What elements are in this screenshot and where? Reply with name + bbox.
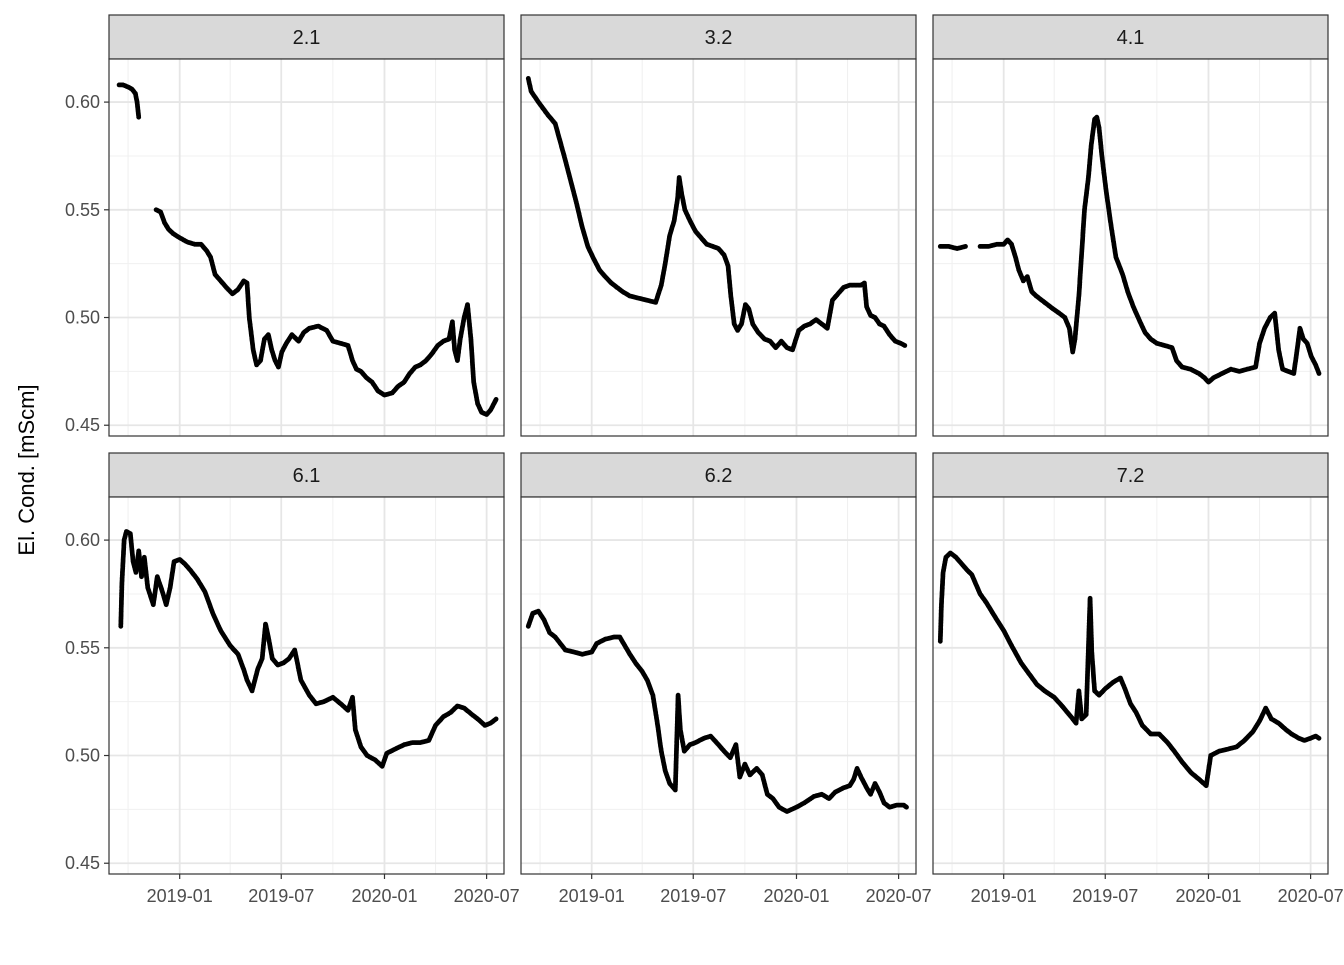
facet-strip-label: 4.1 [1117,27,1145,49]
data-points [937,550,1322,789]
y-tick-label: 0.45 [65,415,100,435]
y-tick-label: 0.50 [65,746,100,766]
y-tick-label: 0.55 [65,638,100,658]
x-tick-label: 2020-07 [866,886,932,906]
panel-background [109,59,504,436]
x-tick-label: 2020-01 [1175,886,1241,906]
facet-strip [520,14,917,60]
panel-border [108,496,505,875]
facet-strip-label: 2.1 [293,27,321,49]
data-point [902,343,908,348]
data-point [904,804,909,810]
facet-strip-label: 7.2 [1117,465,1145,487]
panel-4-1: 4.1 [932,14,1329,437]
panel-6-1: 6.1 0.45 0.50 0.55 0.60 2019-01 2019-07 2020-01… [65,452,520,906]
data-point [963,244,968,249]
facet-strip-label: 6.2 [705,465,733,487]
data-point [1316,371,1322,376]
data-point [136,114,142,120]
data-points [525,608,909,814]
panel-background [933,497,1328,874]
y-tick-label: 0.60 [65,530,100,550]
facet-strip [108,14,505,60]
x-tick-label: 2019-01 [147,886,213,906]
data-points [118,529,499,769]
panel-border [932,58,1329,437]
facet-strip-label: 3.2 [705,27,733,49]
facet-strip [932,452,1329,498]
y-tick-label: 0.60 [65,92,100,112]
x-tick-label: 2020-07 [1278,886,1344,906]
x-tick-label: 2019-01 [559,886,625,906]
x-tick-label: 2019-07 [1072,886,1138,906]
y-axis-title: El. Cond. [mScm] [14,384,39,555]
x-tick-label: 2020-07 [454,886,520,906]
x-tick-label: 2019-07 [248,886,314,906]
facet-strip-label: 6.1 [293,465,321,487]
facet-strip [520,452,917,498]
panel-border [932,496,1329,875]
data-point [1316,735,1322,741]
x-tick-label: 2019-01 [971,886,1037,906]
y-tick-label: 0.55 [65,200,100,220]
panel-3-2: 3.2 [520,14,917,437]
panel-border [520,496,917,875]
panel-background [933,59,1328,436]
panel-border [108,58,505,437]
y-tick-label: 0.45 [65,853,100,873]
data-point [493,397,499,402]
data-points [937,114,1322,385]
x-tick-label: 2020-01 [351,886,417,906]
x-tick-label: 2020-01 [763,886,829,906]
panel-2-1: 2.1 0.45 0.50 0.55 0.60 [65,14,505,437]
panel-border [520,58,917,437]
panel-background [521,497,916,874]
data-points [116,82,499,417]
data-points [525,76,908,353]
y-tick-label: 0.50 [65,308,100,328]
panel-6-2: 6.2 2019-01 2019-07 2020-01 2020-07 [520,452,932,906]
panel-7-2: 7.2 2019-01 2019-07 2020-01 2020-07 [932,452,1344,906]
data-point [493,716,499,722]
x-tick-label: 2019-07 [660,886,726,906]
